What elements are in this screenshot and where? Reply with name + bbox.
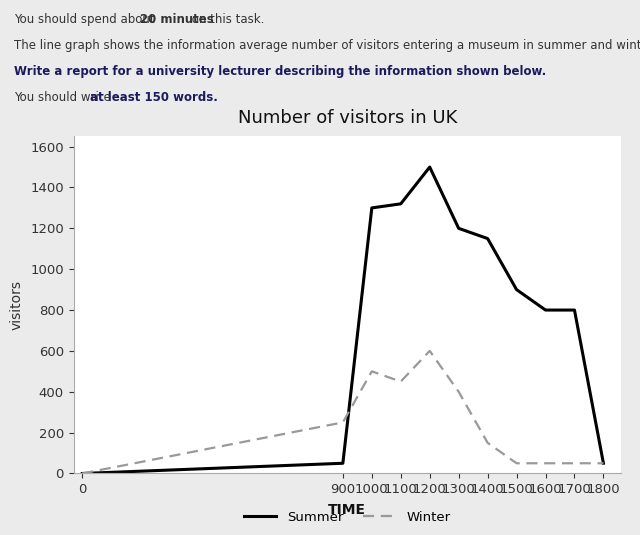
Title: Number of visitors in UK: Number of visitors in UK <box>237 109 457 127</box>
Text: You should write: You should write <box>14 91 115 104</box>
Text: 20 minutes: 20 minutes <box>140 12 213 26</box>
Y-axis label: visitors: visitors <box>9 280 23 330</box>
Text: The line graph shows the information average number of visitors entering a museu: The line graph shows the information ave… <box>14 39 640 51</box>
Legend: Summer, Winter: Summer, Winter <box>238 506 456 529</box>
Text: Write a report for a university lecturer describing the information shown below.: Write a report for a university lecturer… <box>14 65 547 78</box>
X-axis label: TIME: TIME <box>328 503 366 517</box>
Text: You should spend about: You should spend about <box>14 12 159 26</box>
Text: on this task.: on this task. <box>188 12 264 26</box>
Text: at least 150 words.: at least 150 words. <box>90 91 218 104</box>
